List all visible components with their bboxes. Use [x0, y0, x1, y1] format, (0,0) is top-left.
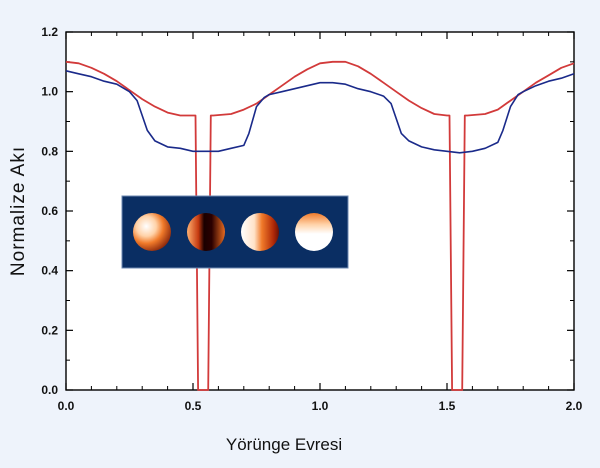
sphere-2: [187, 213, 225, 251]
x-axis-title: Yörünge Evresi: [226, 435, 342, 454]
sphere-4: [295, 213, 333, 251]
y-tick-label: 0.0: [41, 383, 58, 397]
model-curve-line: [65, 60, 575, 391]
y-tick-label: 0.6: [41, 204, 58, 218]
y-tick-label: 1.0: [41, 85, 58, 99]
y-tick-label: 0.4: [41, 264, 58, 278]
x-tick-label: 1.5: [439, 399, 456, 413]
x-tick-label: 0.0: [58, 399, 75, 413]
y-tick-label: 0.2: [41, 323, 58, 337]
y-axis-title: Normalize Akı: [8, 146, 29, 276]
x-tick-label: 1.0: [312, 399, 329, 413]
x-tick-label: 0.5: [185, 399, 202, 413]
y-tick-label: 0.8: [41, 144, 58, 158]
x-tick-label: 2.0: [566, 399, 583, 413]
y-tick-label: 1.2: [41, 25, 58, 39]
sphere-3: [241, 213, 279, 251]
sphere-1: [133, 213, 171, 251]
observed-curve-line: [65, 70, 575, 154]
inset-image: [121, 195, 349, 269]
